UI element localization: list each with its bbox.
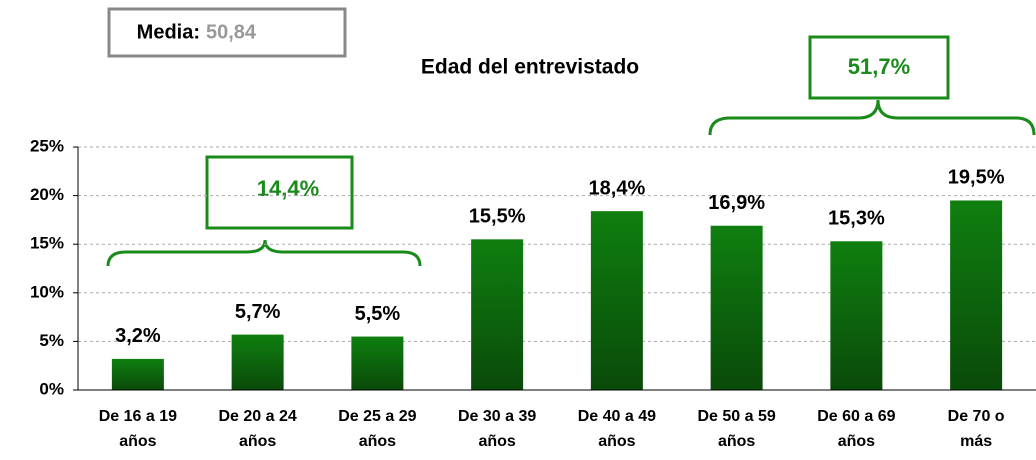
bar — [830, 241, 883, 390]
bar — [710, 225, 763, 390]
x-tick-label: De 16 a 19 años — [98, 408, 178, 450]
data-label: 5,5% — [355, 303, 401, 325]
data-label: 18,4% — [589, 177, 646, 199]
y-tick-label: 15% — [30, 234, 64, 253]
bar — [111, 358, 164, 390]
data-label: 15,3% — [828, 208, 885, 230]
data-label: 3,2% — [115, 325, 161, 347]
data-label: 5,7% — [235, 301, 281, 323]
bar — [351, 336, 404, 390]
group-brace — [708, 99, 1036, 136]
y-tick-label: 5% — [39, 331, 64, 350]
group-label: 51,7% — [848, 54, 910, 79]
data-label: 15,5% — [469, 206, 526, 228]
x-tick-label: De 30 a 39 años — [457, 408, 537, 450]
x-tick-label: De 70 o más — [947, 408, 1005, 450]
mean-box — [107, 7, 347, 58]
bar — [231, 334, 284, 390]
data-label: 19,5% — [948, 167, 1005, 189]
group-box — [808, 35, 950, 100]
bar — [590, 211, 643, 390]
x-tick-label: De 60 a 69 años — [817, 408, 896, 450]
mean-label: Media: — [137, 21, 200, 43]
x-tick-label: De 25 a 29 años — [338, 408, 417, 450]
group-box — [205, 155, 354, 230]
group-brace — [106, 239, 422, 267]
x-tick-label: De 20 a 24 años — [218, 408, 297, 450]
mean-value: 50,84 — [206, 21, 257, 43]
bar — [471, 239, 524, 390]
chart-title: Edad del entrevistado — [421, 56, 639, 79]
y-tick-label: 0% — [39, 379, 64, 398]
y-tick-label: 10% — [30, 282, 64, 301]
bar — [950, 200, 1003, 390]
y-tick-label: 25% — [30, 136, 64, 155]
x-tick-label: De 50 a 59 años — [697, 408, 776, 450]
y-tick-label: 20% — [30, 185, 64, 204]
data-label: 16,9% — [708, 192, 765, 214]
group-label: 14,4% — [257, 176, 319, 201]
x-tick-label: De 40 a 49 años — [577, 408, 657, 450]
